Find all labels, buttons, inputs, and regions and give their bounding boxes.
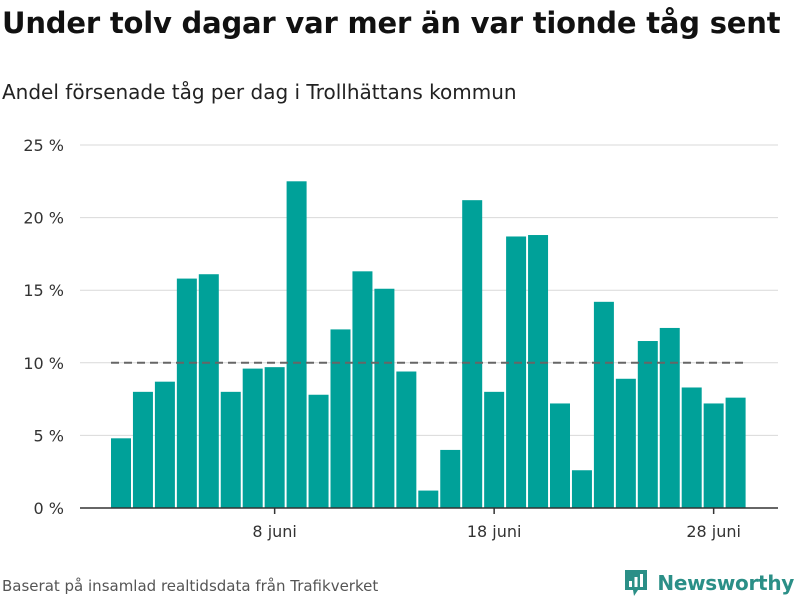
chart-subtitle: Andel försenade tåg per dag i Trollhätta… [2,80,517,104]
bar [440,449,461,508]
brand-name: Newsworthy [657,571,794,595]
y-tick-label: 5 % [34,426,64,445]
source-note: Baserat på insamlad realtidsdata från Tr… [2,577,379,595]
y-tick-label: 10 % [23,354,64,373]
x-tick-label: 8 juni [252,522,296,541]
bar [264,367,285,508]
bar [198,274,219,508]
bar [374,288,395,508]
chart-title: Under tolv dagar var mer än var tionde t… [2,6,781,40]
bar [132,391,153,508]
bar [308,394,329,508]
bar [703,403,724,508]
bar [659,327,680,508]
bar [550,403,570,508]
bar [286,181,307,509]
y-tick-label: 0 % [34,499,64,518]
brand-logo: Newsworthy [623,568,794,598]
bar [220,391,241,508]
bar [506,236,527,508]
y-tick-label: 25 % [23,136,64,155]
bar [462,200,483,508]
x-tick-label: 18 juni [467,522,522,541]
bar [528,235,549,509]
bar [418,490,439,508]
bar [725,397,746,508]
bar [330,329,351,508]
x-tick-label: 28 juni [686,522,741,541]
bar [615,378,636,508]
bar [352,271,373,508]
bar [242,368,263,508]
y-tick-label: 15 % [23,281,64,300]
y-tick-label: 20 % [23,209,64,228]
newsworthy-logo-icon [625,570,648,596]
bar [396,371,417,508]
bar [154,381,175,508]
bar [484,391,505,508]
bar [637,341,658,508]
bar-chart: 0 % 5 % 10 % 15 % 20 % 25 % 8 juni 18 juni 28 ju… [23,136,778,541]
bar [571,470,592,508]
bar [681,387,702,508]
bar [176,278,197,508]
bar [593,301,614,508]
bar [111,438,131,508]
